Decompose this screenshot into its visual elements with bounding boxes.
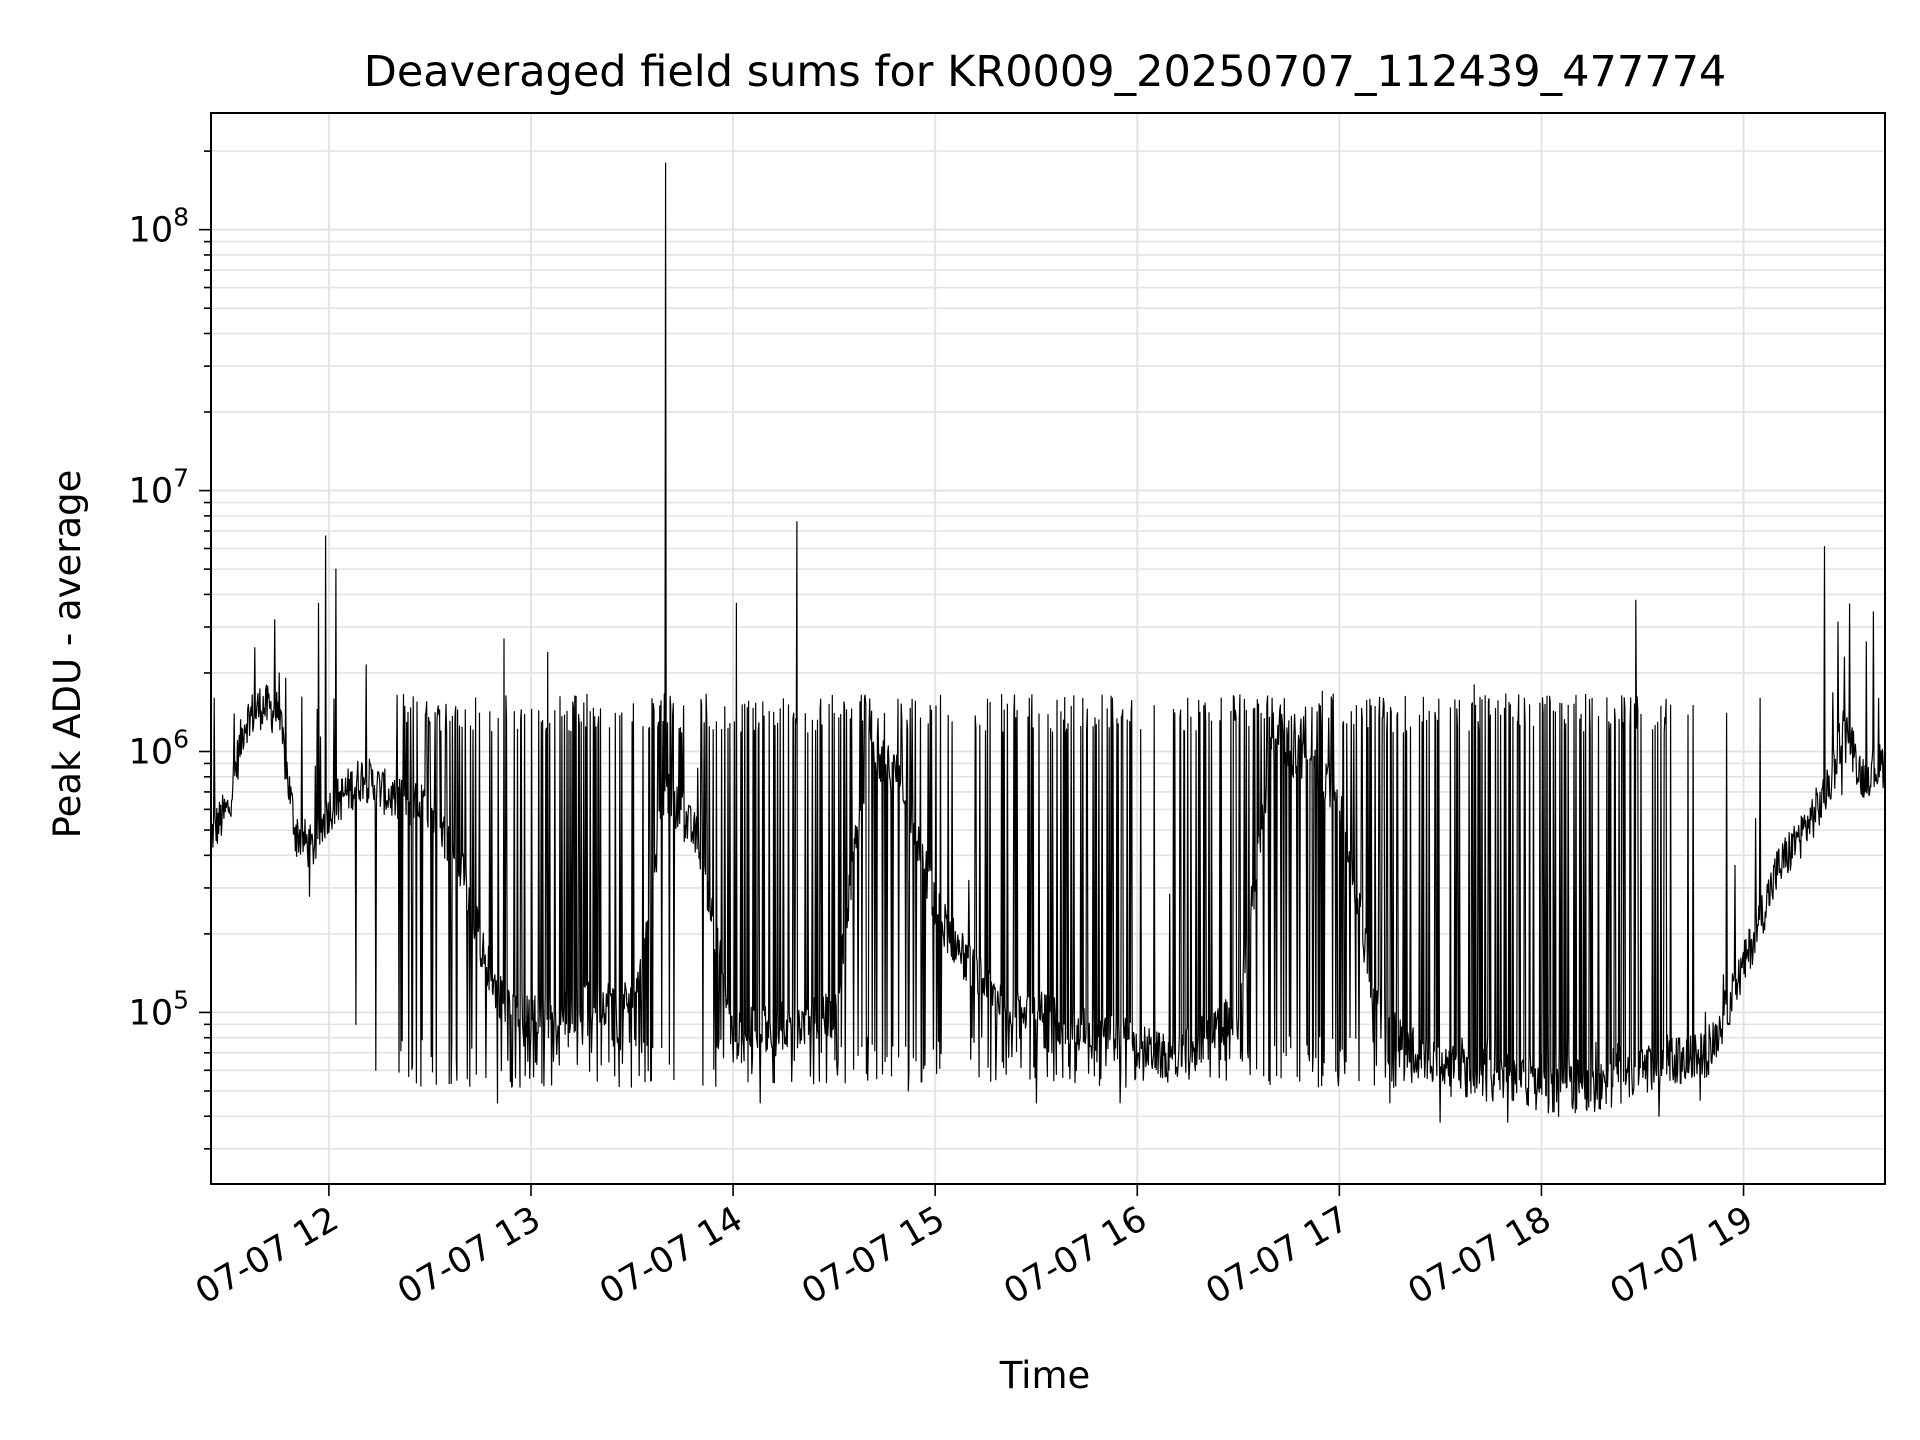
series-line (210, 162, 1886, 1123)
plot-frame (210, 112, 1886, 1185)
x-axis-label: Time (999, 1354, 1091, 1397)
y-tick-label: 107 (129, 464, 189, 512)
plot-border (210, 112, 1886, 1185)
y-tick-label: 108 (129, 203, 189, 251)
y-tick-label: 106 (129, 725, 189, 773)
plot-area (210, 162, 1886, 1123)
y-axis: 105 106 107 108 (129, 150, 211, 1150)
chart-title: Deaveraged field sums for KR0009_2025070… (364, 47, 1727, 97)
y-tick-label: 105 (129, 985, 189, 1033)
y-axis-label: Peak ADU - average (46, 470, 89, 839)
